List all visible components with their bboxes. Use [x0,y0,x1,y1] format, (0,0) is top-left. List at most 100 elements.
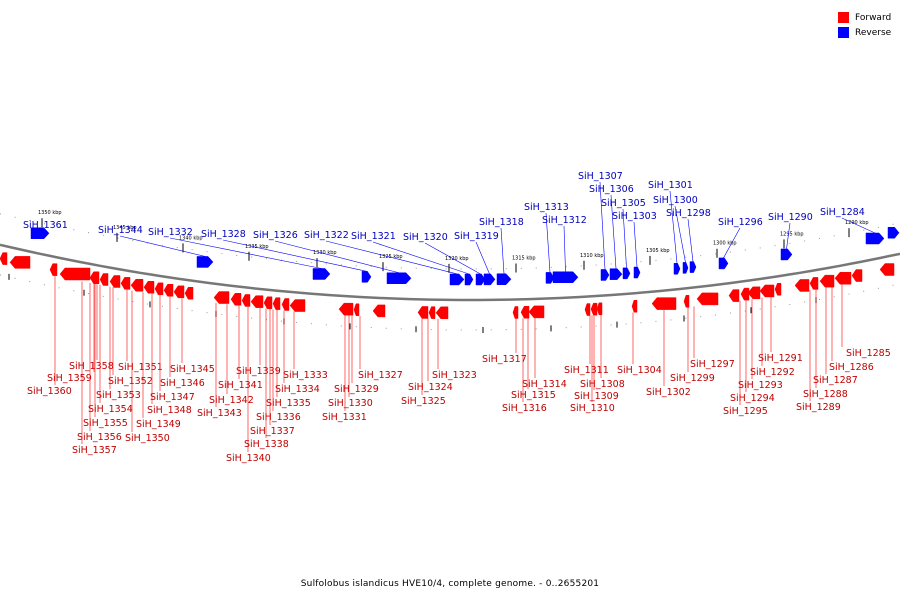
gene-label-forward: SiH_1346 [160,378,205,389]
gene-arrow-forward [590,302,598,316]
gene-leader-reverse [475,241,490,275]
gene-label-forward: SiH_1358 [69,361,114,372]
gene-arrow-forward [372,304,386,318]
gene-label-reverse: SiH_1303 [612,211,657,222]
gene-arrow-reverse [780,248,793,261]
gene-arrow-reverse [689,261,697,273]
gene-leader-reverse [669,190,678,264]
gene-arrow-forward [241,294,251,307]
gene-leader-reverse [563,225,566,272]
gene-arrow-reverse [449,273,465,286]
gene-arrow-forward [740,287,750,301]
gene-label-reverse: SiH_1305 [601,198,646,209]
scale-tick-label: 1295 kbp [780,231,804,237]
gene-arrow-reverse [464,273,474,286]
gene-arrow-forward [728,289,740,302]
gene-label-reverse: SiH_1313 [524,202,569,213]
genome-backbone [0,243,900,302]
gene-arrow-forward [163,284,174,297]
gene-leader-reverse [325,240,458,275]
gene-arrow-reverse [673,263,681,275]
gene-leader-reverse [786,222,791,249]
scale-tick-label: 1310 kbp [580,253,604,259]
gene-arrow-reverse [312,268,331,280]
gene-arrow-forward [819,274,835,288]
gene-arrow-forward [528,305,545,319]
gene-label-forward: SiH_1309 [574,391,619,402]
gene-label-forward: SiH_1302 [646,387,691,398]
gene-label-forward: SiH_1325 [401,396,446,407]
gene-leader-reverse [424,242,481,275]
gene-leader-reverse [599,181,606,270]
gene-label-reverse: SiH_1306 [589,184,634,195]
gene-arrow-forward [120,277,131,290]
scale-tick-label: 1345 kbp [113,225,137,231]
gene-arrow-reverse [196,256,214,268]
gene-label-forward: SiH_1356 [77,432,122,443]
scale-tick-label: 1305 kbp [646,248,670,254]
gene-label-reverse: SiH_1328 [201,229,246,240]
gene-label-forward: SiH_1342 [209,395,254,406]
legend-label-reverse: Reverse [855,27,892,38]
gene-arrow-forward [417,306,429,319]
gene-label-forward: SiH_1289 [796,402,841,413]
gene-leader-reverse [723,227,741,259]
gene-label-reverse: SiH_1318 [479,217,524,228]
gene-label-forward: SiH_1285 [846,348,891,359]
gene-label-reverse: SiH_1344 [98,225,143,236]
scale-tick-label: 1335 kbp [245,244,269,250]
gene-arrow-forward [512,306,519,319]
gene-label-forward: SiH_1350 [125,433,170,444]
gene-label-forward: SiH_1316 [502,403,547,414]
gene-label-forward: SiH_1359 [47,373,92,384]
gene-label-forward: SiH_1357 [72,445,117,456]
gene-label-forward: SiH_1345 [170,364,215,375]
gene-label-forward: SiH_1347 [150,392,195,403]
gene-label-forward: SiH_1352 [108,376,153,387]
gene-label-forward: SiH_1287 [813,375,858,386]
gene-label-forward: SiH_1299 [670,373,715,384]
gene-label-forward: SiH_1339 [236,366,281,377]
gene-arrow-reverse [865,232,885,245]
gene-arrow-forward [696,292,719,306]
gene-label-reverse: SiH_1322 [304,230,349,241]
gene-leader-reverse [222,239,367,272]
gene-label-reverse: SiH_1300 [653,195,698,206]
gene-label-forward: SiH_1340 [226,453,271,464]
gene-arrow-forward [651,297,677,310]
gene-arrow-forward [596,302,603,316]
gene-arrow-forward [49,263,58,276]
gene-label-forward: SiH_1295 [723,406,768,417]
forward-swatch [838,12,849,23]
gene-leader-reverse [169,237,322,269]
gene-label-forward: SiH_1297 [690,359,735,370]
gene-arrow-forward [759,284,775,298]
gene-arrow-forward [281,298,290,311]
gene-arrow-reverse [622,267,631,280]
gene-arrow-reverse [609,268,623,280]
gene-label-reverse: SiH_1290 [768,212,813,223]
gene-leader-reverse [610,194,617,269]
gene-arrow-forward [130,279,144,292]
gene-arrow-forward [184,287,194,300]
gene-leader-reverse [633,221,638,268]
gene-arrow-forward [154,282,164,296]
legend-item-reverse: Reverse [838,25,891,40]
gene-arrow-forward [59,267,91,281]
scale-tick-label: 1290 kbp [845,220,869,226]
gene-leader-reverse [119,235,206,257]
gene-label-forward: SiH_1308 [580,379,625,390]
gene-label-forward: SiH_1293 [738,380,783,391]
gene-label-forward: SiH_1291 [758,353,803,364]
scale-tick-label: 1350 kbp [38,210,62,216]
gene-arrow-reverse [483,273,496,286]
gene-label-forward: SiH_1294 [730,393,775,404]
gene-leader-reverse [372,241,470,275]
gene-label-forward: SiH_1327 [358,370,403,381]
gene-label-forward: SiH_1336 [256,412,301,423]
gene-arrow-forward [272,297,281,310]
gene-arrow-forward [747,286,761,300]
gene-arrow-forward [584,303,591,316]
gene-arrow-forward [435,306,449,320]
